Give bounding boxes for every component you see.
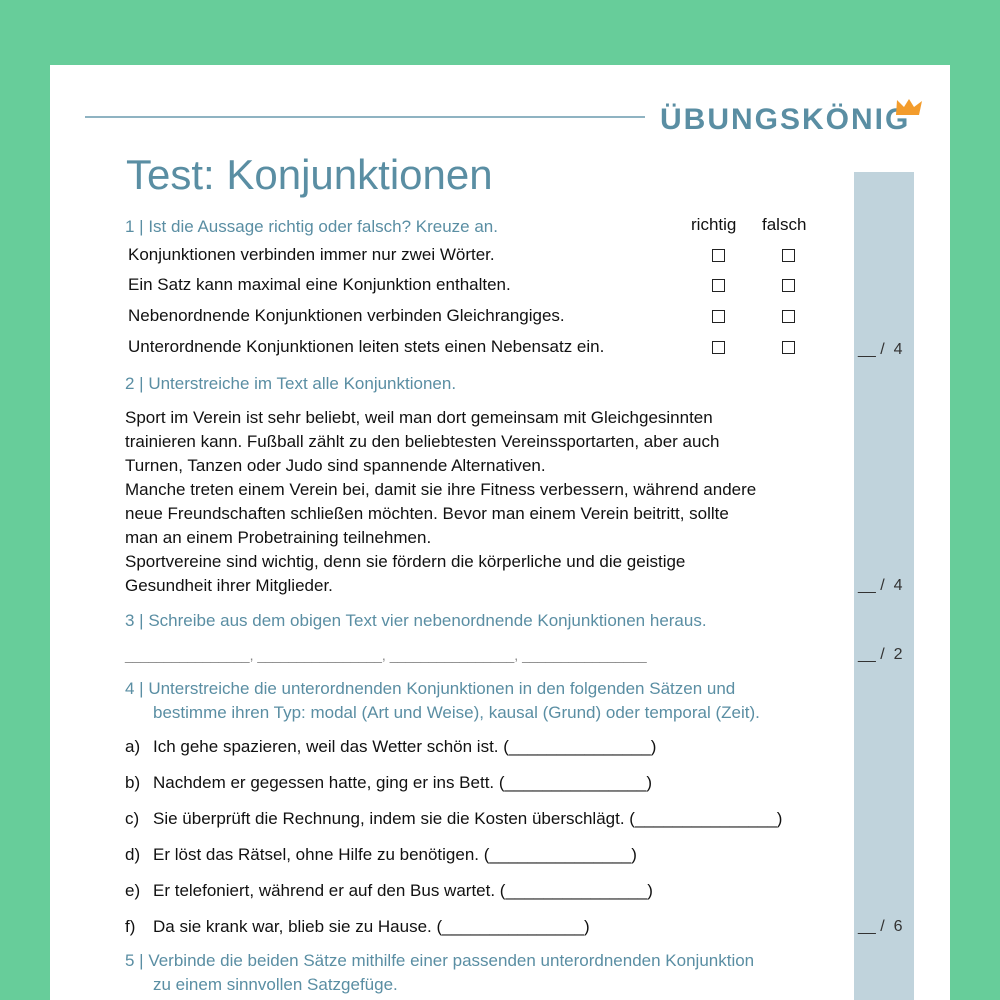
q5-prompt-cont: zu einem sinnvollen Satzgefüge. [153,975,398,994]
statement: Ein Satz kann maximal eine Konjunktion e… [128,275,511,294]
item-label: a) [125,737,141,756]
item-text: Ich gehe spazieren, weil das Wetter schö… [153,737,657,756]
q4-prompt: 4 | Unterstreiche die unterordnenden Kon… [125,679,736,698]
text-line: Manche treten einem Verein bei, damit si… [125,480,757,499]
q1-prompt: 1 | Ist die Aussage richtig oder falsch?… [125,217,498,236]
item-label: e) [125,881,141,900]
checkbox-richtig[interactable] [712,310,725,323]
q2-prompt: 2 | Unterstreiche im Text alle Konjunkti… [125,374,457,393]
statement: Konjunktionen verbinden immer nur zwei W… [128,245,495,264]
item-text: Da sie krank war, blieb sie zu Hause. (_… [153,917,590,936]
text-line: trainieren kann. Fußball zählt zu den be… [125,432,720,451]
item-label: b) [125,773,141,792]
brand-logo: ÜBUNGSKÖNIG [660,103,911,136]
item-label: d) [125,845,141,864]
item-label: c) [125,809,140,828]
answer-blanks[interactable]: ________________, ________________, ____… [125,647,647,663]
statement: Unterordnende Konjunktionen leiten stets… [128,337,605,356]
checkbox-falsch[interactable] [782,249,795,262]
item-text: Er telefoniert, während er auf den Bus w… [153,881,653,900]
crown-icon [896,99,922,115]
text-line: neue Freundschaften schließen möchten. B… [125,504,729,523]
statement: Nebenordnende Konjunktionen verbinden Gl… [128,306,565,325]
q5-prompt: 5 | Verbinde die beiden Sätze mithilfe e… [125,951,755,970]
checkbox-richtig[interactable] [712,341,725,354]
checkbox-falsch[interactable] [782,310,795,323]
col-falsch: falsch [762,215,807,234]
checkbox-richtig[interactable] [712,249,725,262]
checkbox-falsch[interactable] [782,341,795,354]
item-text: Sie überprüft die Rechnung, indem sie di… [153,809,783,828]
col-richtig: richtig [691,215,737,234]
checkbox-richtig[interactable] [712,279,725,292]
q3-prompt: 3 | Schreibe aus dem obigen Text vier ne… [125,611,707,630]
item-text: Er löst das Rätsel, ohne Hilfe zu benöti… [153,845,637,864]
text-line: Gesundheit ihrer Mitglieder. [125,576,333,595]
item-label: f) [125,917,136,936]
item-text: Nachdem er gegessen hatte, ging er ins B… [153,773,653,792]
checkbox-falsch[interactable] [782,279,795,292]
q1-score: __ / 4 [858,341,903,358]
page-title: Test: Konjunktionen [126,151,493,198]
q2-score: __ / 4 [858,577,903,594]
q4-prompt-cont: bestimme ihren Typ: modal (Art und Weise… [153,703,760,722]
score-column [854,172,914,1000]
q4-score: __ / 6 [858,918,903,935]
text-line: Turnen, Tanzen oder Judo sind spannende … [125,456,546,475]
text-line: Sport im Verein ist sehr beliebt, weil m… [125,408,713,427]
text-line: Sportvereine sind wichtig, denn sie förd… [125,552,686,571]
q3-score: __ / 2 [858,646,903,663]
text-line: man an einem Probetraining teilnehmen. [125,528,432,547]
header-divider [85,116,645,118]
worksheet-page: ÜBUNGSKÖNIG Test: Konjunktionen 1 | Ist … [50,65,950,1000]
